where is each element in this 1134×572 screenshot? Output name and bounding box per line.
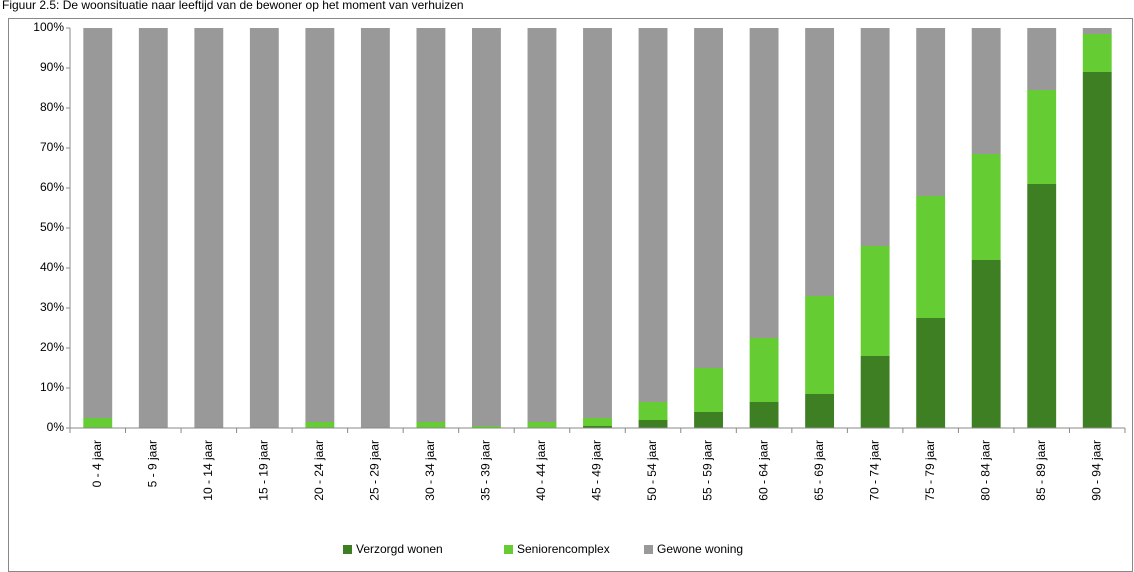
x-tick-label: 75 - 79 jaar <box>923 440 937 501</box>
legend-label: Gewone woning <box>657 542 743 556</box>
x-tick-label: 20 - 24 jaar <box>312 440 326 501</box>
x-tick-label: 25 - 29 jaar <box>368 440 382 501</box>
bar-segment <box>694 412 723 428</box>
bar-segment <box>916 28 946 196</box>
legend-swatch <box>504 545 513 554</box>
legend-swatch <box>343 545 352 554</box>
chart-frame <box>8 18 1133 572</box>
y-tick-label: 10% <box>40 380 64 394</box>
chart-title: Figuur 2.5: De woonsituatie naar leeftij… <box>2 0 464 12</box>
y-tick-label: 100% <box>33 20 64 34</box>
x-tick-label: 60 - 64 jaar <box>756 440 770 501</box>
x-tick-label: 55 - 59 jaar <box>701 440 715 501</box>
bar-segment <box>305 28 335 422</box>
bar-segment <box>1082 28 1112 34</box>
bar-segment <box>638 402 668 420</box>
bar-segment <box>749 338 779 402</box>
x-tick-label: 0 - 4 jaar <box>90 440 104 487</box>
x-tick-label: 10 - 14 jaar <box>201 440 215 501</box>
bar-segment <box>527 28 557 422</box>
x-tick-label: 45 - 49 jaar <box>590 440 604 501</box>
bar-segment <box>971 260 1001 428</box>
bar-segment <box>749 402 779 428</box>
bar-segment <box>749 28 779 338</box>
x-tick-label: 85 - 89 jaar <box>1034 440 1048 501</box>
x-tick-label: 80 - 84 jaar <box>978 440 992 501</box>
bar-segment <box>1027 184 1057 428</box>
bar-segment <box>527 422 557 428</box>
bar-segment <box>860 246 890 356</box>
x-tick-label: 70 - 74 jaar <box>867 440 881 501</box>
y-tick-label: 70% <box>40 140 64 154</box>
bar-segment <box>805 394 835 428</box>
bar-segment <box>1027 28 1057 90</box>
bar-segment <box>916 318 946 428</box>
bar-segment <box>249 28 279 428</box>
y-tick-label: 30% <box>40 300 64 314</box>
bar-segment <box>583 418 612 426</box>
bar-segment <box>360 28 390 428</box>
bar-segment <box>1027 90 1057 184</box>
x-tick-label: 90 - 94 jaar <box>1089 440 1103 501</box>
bar-segment <box>472 28 501 426</box>
bar-segment <box>971 154 1001 260</box>
x-tick-label: 30 - 34 jaar <box>423 440 437 501</box>
bar-segment <box>472 426 501 428</box>
x-tick-label: 50 - 54 jaar <box>645 440 659 501</box>
y-tick-label: 80% <box>40 100 64 114</box>
legend-swatch <box>644 545 653 554</box>
y-tick-label: 20% <box>40 340 64 354</box>
y-tick-label: 50% <box>40 220 64 234</box>
x-tick-label: 35 - 39 jaar <box>479 440 493 501</box>
legend-label: Seniorencomplex <box>517 542 610 556</box>
y-tick-label: 90% <box>40 60 64 74</box>
legend-label: Verzorgd wonen <box>356 542 443 556</box>
bar-segment <box>694 368 723 412</box>
y-tick-label: 60% <box>40 180 64 194</box>
x-tick-label: 15 - 19 jaar <box>257 440 271 501</box>
bar-segment <box>416 422 446 428</box>
bar-segment <box>1082 34 1112 72</box>
bar-segment <box>583 28 612 418</box>
x-tick-label: 5 - 9 jaar <box>145 440 159 487</box>
bar-segment <box>638 28 668 402</box>
y-tick-label: 40% <box>40 260 64 274</box>
bar-segment <box>860 28 890 246</box>
bar-segment <box>805 28 835 296</box>
bar-segment <box>138 28 168 428</box>
x-tick-label: 65 - 69 jaar <box>812 440 826 501</box>
bar-segment <box>83 28 113 418</box>
bar-segment <box>694 28 723 368</box>
bar-segment <box>805 296 835 394</box>
x-tick-label: 40 - 44 jaar <box>534 440 548 501</box>
bar-segment <box>583 426 612 428</box>
bar-segment <box>916 196 946 318</box>
bar-segment <box>971 28 1001 154</box>
bar-segment <box>305 422 335 428</box>
bar-segment <box>638 420 668 428</box>
bar-segment <box>194 28 224 428</box>
y-tick-label: 0% <box>47 420 65 434</box>
bar-segment <box>860 356 890 428</box>
bar-segment <box>83 418 113 428</box>
bar-segment <box>416 28 446 422</box>
bar-segment <box>1082 72 1112 428</box>
